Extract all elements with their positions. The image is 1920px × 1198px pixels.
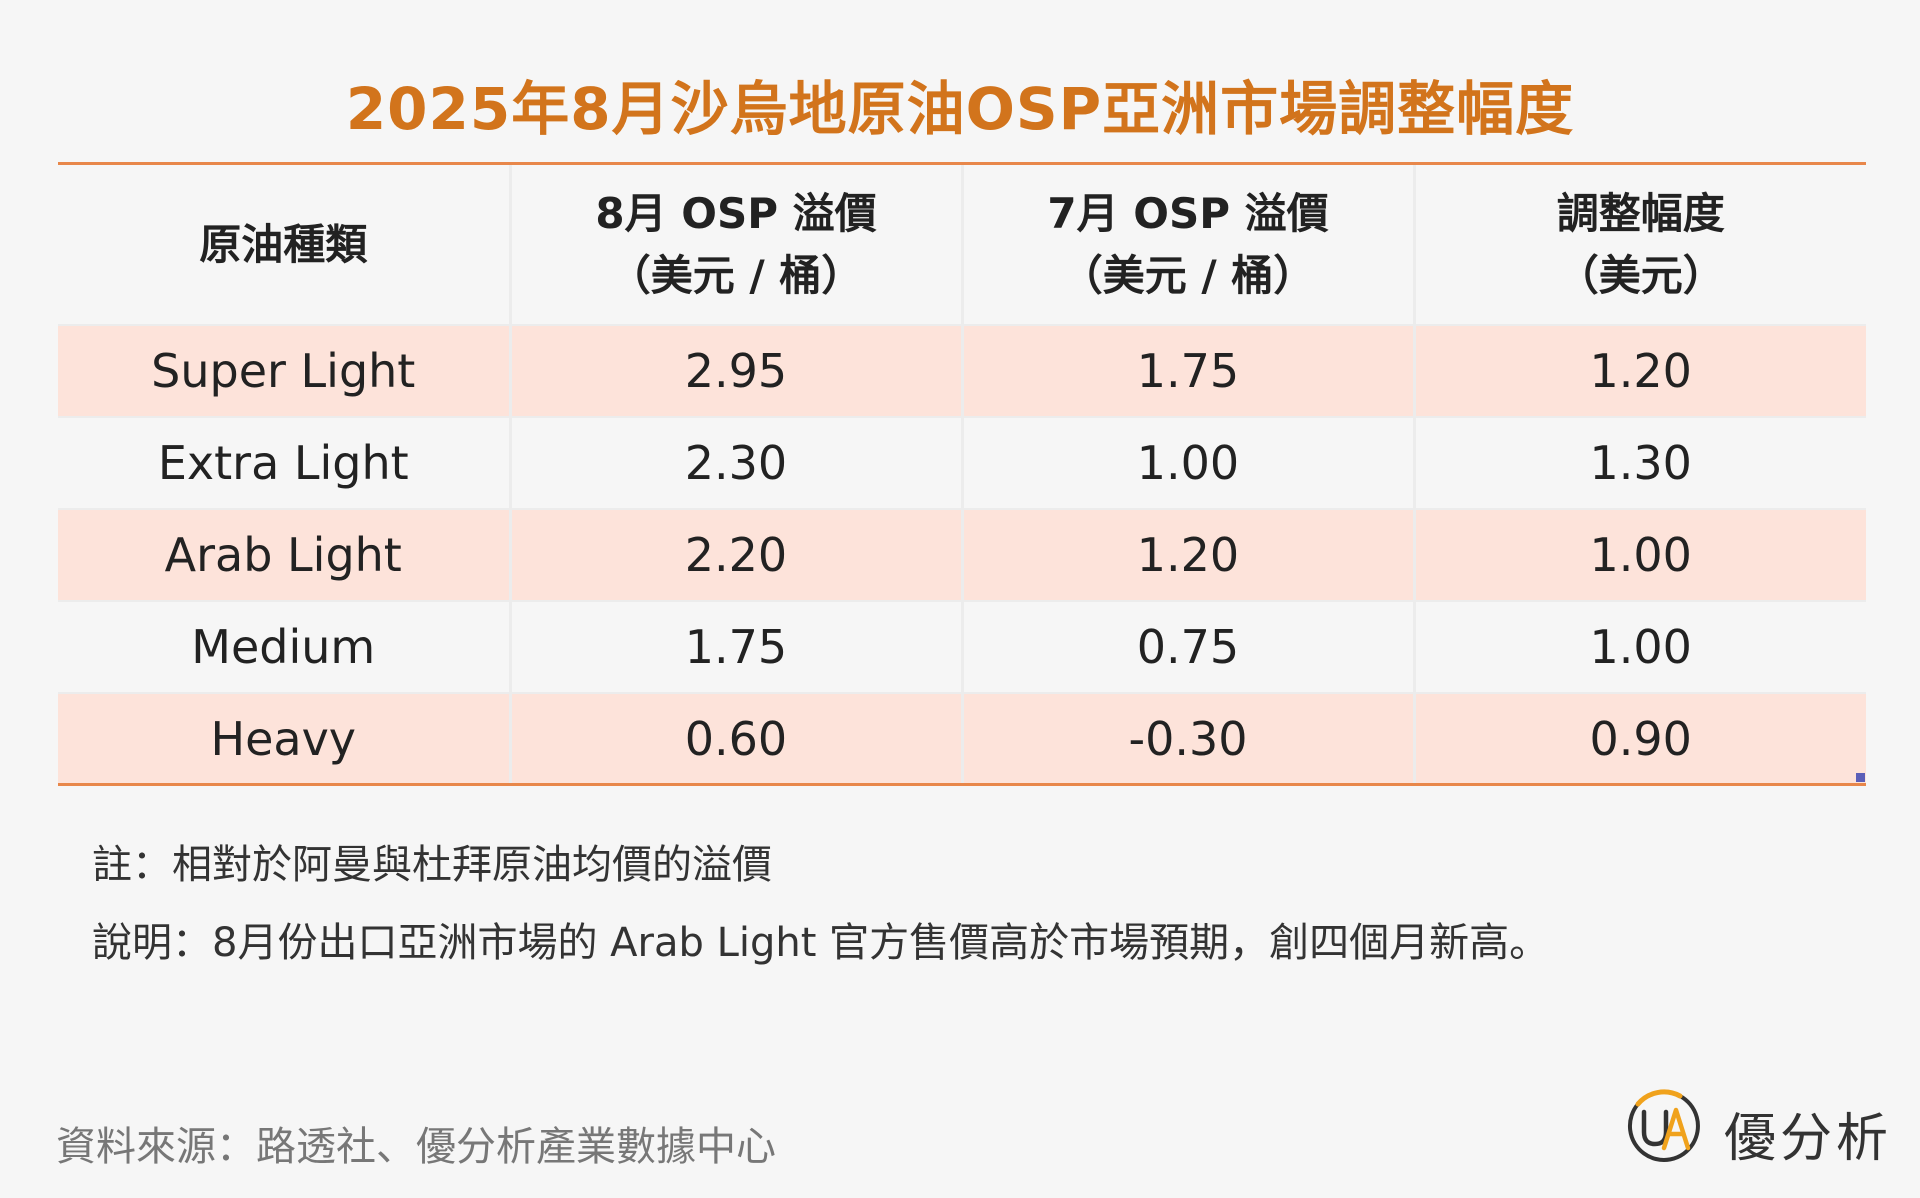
table-row: Super Light 2.95 1.75 1.20 <box>58 324 1866 417</box>
column-header-jul: 7月 OSP 溢價 （美元 / 桶） <box>960 165 1414 325</box>
cell-change: 1.00 <box>1412 508 1866 601</box>
column-header-aug: 8月 OSP 溢價 （美元 / 桶） <box>508 165 962 325</box>
table-corner-marker <box>1856 773 1865 782</box>
table-row: Extra Light 2.30 1.00 1.30 <box>58 416 1866 509</box>
cell-grade: Extra Light <box>58 416 510 509</box>
column-header-line: 原油種類 <box>199 219 368 269</box>
cell-grade: Heavy <box>58 692 510 784</box>
cell-aug-premium: 2.95 <box>508 324 962 417</box>
cell-jul-premium: -0.30 <box>960 692 1414 784</box>
table-row: Medium 1.75 0.75 1.00 <box>58 600 1866 693</box>
cell-grade: Super Light <box>58 324 510 417</box>
cell-jul-premium: 0.75 <box>960 600 1414 693</box>
cell-change: 1.30 <box>1412 416 1866 509</box>
cell-aug-premium: 1.75 <box>508 600 962 693</box>
table-row: Heavy 0.60 -0.30 0.90 <box>58 692 1866 784</box>
cell-jul-premium: 1.75 <box>960 324 1414 417</box>
brand-name: 優分析 <box>1724 1109 1893 1169</box>
brand-logo: 優分析 <box>1624 1082 1904 1172</box>
column-header-line: 8月 OSP 溢價 <box>595 188 877 238</box>
table-header-row: 原油種類 8月 OSP 溢價 （美元 / 桶） 7月 OSP 溢價 （美元 / … <box>58 165 1866 325</box>
cell-aug-premium: 2.20 <box>508 508 962 601</box>
column-header-line: 7月 OSP 溢價 <box>1047 188 1329 238</box>
cell-grade: Medium <box>58 600 510 693</box>
column-header-unit: （美元 / 桶） <box>1060 250 1316 300</box>
page-title: 2025年8月沙烏地原油OSP亞洲市場調整幅度 <box>345 75 1575 143</box>
note-explanation: 說明：8月份出口亞洲市場的 Arab Light 官方售價高於市場預期，創四個月… <box>92 920 1550 966</box>
cell-change: 0.90 <box>1412 692 1866 784</box>
source-credit: 資料來源：路透社、優分析產業數據中心 <box>56 1124 776 1170</box>
column-header-line: 調整幅度 <box>1556 188 1725 238</box>
table-top-rule <box>58 162 1866 165</box>
column-header-unit: （美元 / 桶） <box>608 250 864 300</box>
column-header-unit: （美元） <box>1556 250 1725 300</box>
cell-aug-premium: 2.30 <box>508 416 962 509</box>
note-footnote: 註：相對於阿曼與杜拜原油均價的溢價 <box>92 842 772 888</box>
cell-change: 1.20 <box>1412 324 1866 417</box>
table-row: Arab Light 2.20 1.20 1.00 <box>58 508 1866 601</box>
cell-jul-premium: 1.20 <box>960 508 1414 601</box>
cell-change: 1.00 <box>1412 600 1866 693</box>
column-header-grade: 原油種類 <box>58 165 510 325</box>
cell-jul-premium: 1.00 <box>960 416 1414 509</box>
table-bottom-rule <box>58 783 1866 786</box>
ua-logo-icon <box>1627 1089 1700 1162</box>
column-header-change: 調整幅度 （美元） <box>1412 165 1866 325</box>
cell-grade: Arab Light <box>58 508 510 601</box>
osp-table: 原油種類 8月 OSP 溢價 （美元 / 桶） 7月 OSP 溢價 （美元 / … <box>58 165 1866 784</box>
cell-aug-premium: 0.60 <box>508 692 962 784</box>
